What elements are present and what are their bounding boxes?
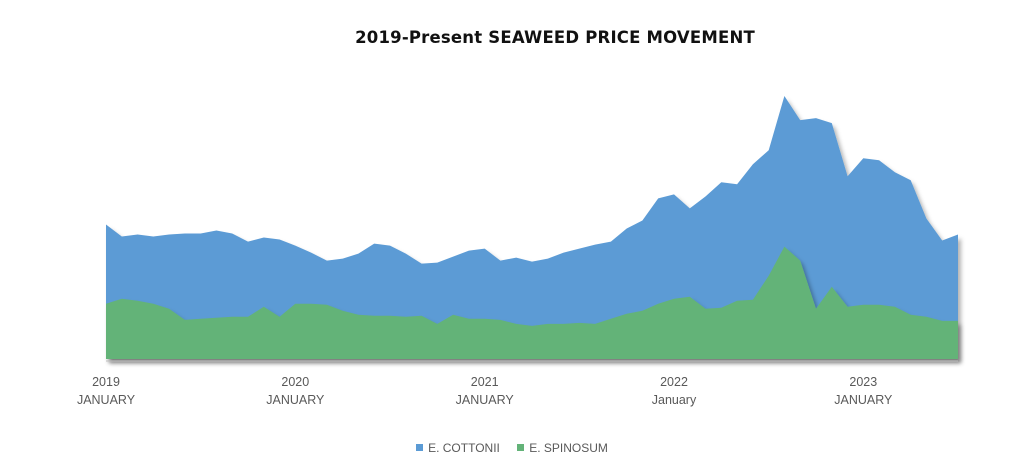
x-tick-label-year: 2023 — [849, 375, 877, 389]
plot-area — [106, 96, 958, 359]
x-tick-label-month: JANUARY — [266, 393, 325, 407]
series-area-1 — [106, 246, 958, 359]
x-tick-label-year: 2022 — [660, 375, 688, 389]
x-tick-label-month: JANUARY — [456, 393, 515, 407]
x-tick-label-year: 2020 — [281, 375, 309, 389]
x-tick-label-year: 2021 — [471, 375, 499, 389]
chart-title: 2019-Present SEAWEED PRICE MOVEMENT — [355, 28, 755, 47]
legend-swatch-cottonii — [416, 444, 424, 451]
legend-label-cottonii: E. COTTONII — [428, 441, 500, 455]
legend-item-cottonii: E. COTTONII — [416, 441, 500, 455]
legend: E. COTTONII E. SPINOSUM — [0, 441, 1024, 455]
x-axis: 2019 JANUARY 2020 JANUARY 2021 JANUARY 2022 Jan… — [77, 360, 958, 407]
x-tick-label-year: 2019 — [92, 375, 120, 389]
x-tick-label-month: JANUARY — [77, 393, 136, 407]
legend-item-spinosum: E. SPINOSUM — [517, 441, 608, 455]
series-area-0 — [106, 96, 958, 359]
legend-swatch-spinosum — [517, 444, 525, 451]
x-tick-label-month: JANUARY — [834, 393, 893, 407]
legend-label-spinosum: E. SPINOSUM — [529, 441, 608, 455]
x-tick-label-month: January — [652, 393, 697, 407]
